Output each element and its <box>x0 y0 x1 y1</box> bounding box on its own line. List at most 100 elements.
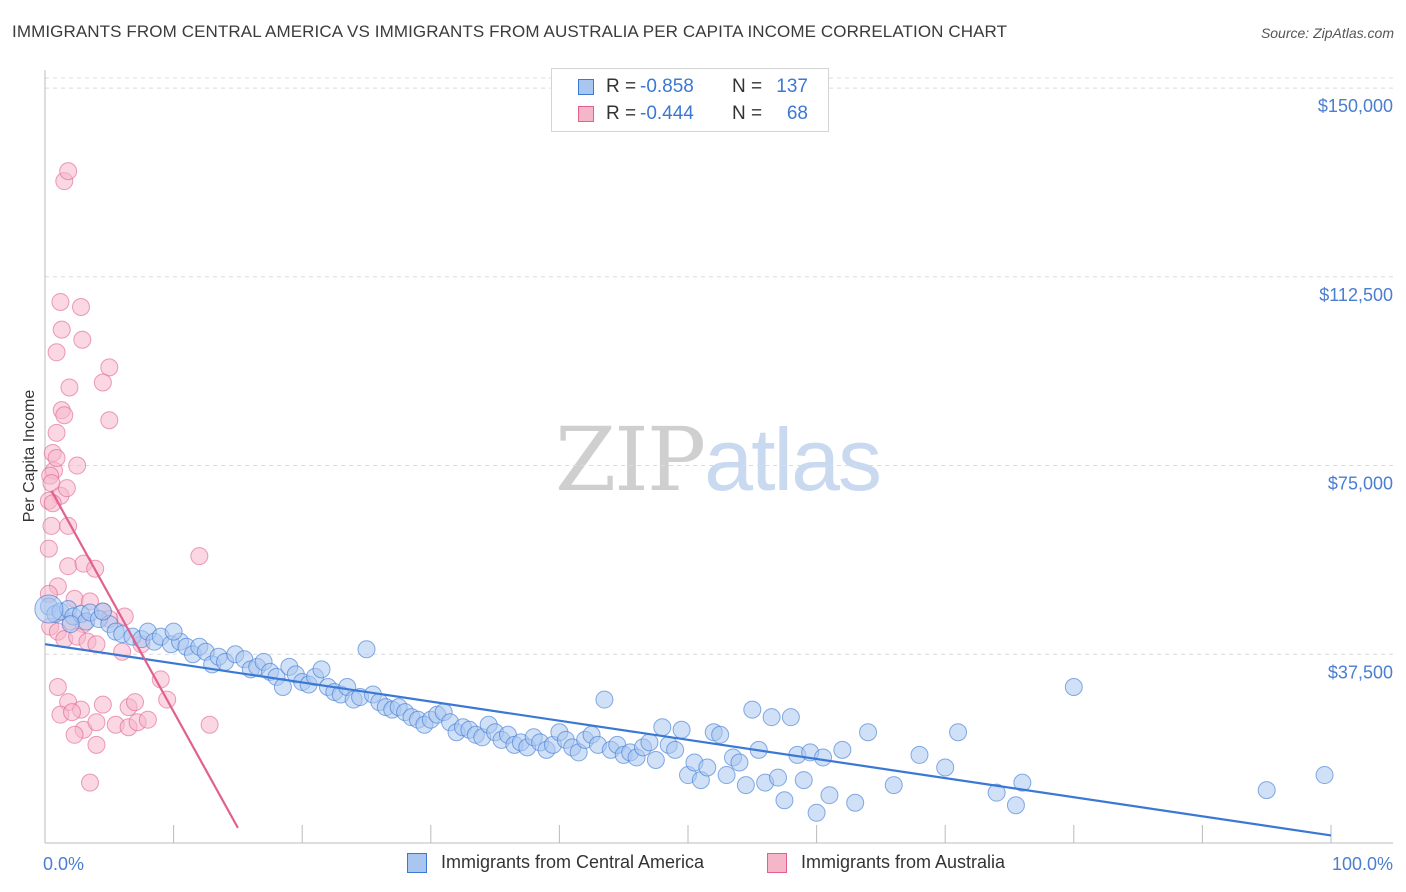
data-point-australia <box>93 695 112 714</box>
stats-legend: R = -0.858 N = 137 R = -0.444 N = 68 <box>551 68 829 132</box>
legend-r-value: -0.444 <box>640 103 694 124</box>
data-point-central-america <box>987 783 1006 802</box>
grid <box>45 77 1393 655</box>
data-point-central-america <box>730 753 749 772</box>
data-point-australia <box>47 423 66 442</box>
x-tick-label-min: 0.0% <box>43 854 84 874</box>
data-point-central-america <box>762 708 781 727</box>
data-point-central-america <box>698 758 717 777</box>
legend-swatch-pink <box>578 106 594 122</box>
data-point-australia <box>138 710 157 729</box>
data-point-australia <box>87 735 106 754</box>
y-tick-label: $37,500 <box>1328 662 1393 682</box>
data-point-australia <box>72 297 91 316</box>
data-point-central-america <box>595 690 614 709</box>
data-point-australia <box>60 378 79 397</box>
data-point-central-america <box>833 740 852 759</box>
legend-n-value: 137 <box>776 76 808 97</box>
bottom-legend-label: Immigrants from Central America <box>441 852 705 872</box>
data-point-central-america <box>910 745 929 764</box>
series-central-america-points <box>34 594 1334 822</box>
data-point-central-america <box>61 615 80 634</box>
data-point-central-america <box>717 766 736 785</box>
data-point-central-america <box>736 776 755 795</box>
data-point-central-america <box>666 740 685 759</box>
data-point-central-america <box>93 602 112 621</box>
data-point-central-america <box>357 640 376 659</box>
data-point-central-america <box>769 768 788 787</box>
data-point-central-america <box>312 660 331 679</box>
data-point-central-america <box>1006 796 1025 815</box>
source-label: Source: ZipAtlas.com <box>1260 25 1394 41</box>
legend-r-value: -0.858 <box>640 76 694 97</box>
data-point-central-america <box>794 771 813 790</box>
data-point-australia <box>48 677 67 696</box>
data-point-central-america-cluster <box>34 594 64 624</box>
x-tick-label-max: 100.0% <box>1332 854 1393 874</box>
data-point-central-america <box>949 723 968 742</box>
watermark: ZIPatlas <box>555 408 882 511</box>
data-point-australia <box>63 703 82 722</box>
legend-row-central-america: R = -0.858 N = 137 <box>578 74 808 100</box>
y-tick-label: $112,500 <box>1319 285 1393 305</box>
legend-n-label: N = <box>732 76 763 97</box>
data-point-central-america <box>884 776 903 795</box>
data-point-central-america <box>1013 773 1032 792</box>
tick-labels: $37,500 $75,000 $112,500 $150,000 0.0% 100.0% <box>43 96 1393 874</box>
data-point-australia <box>68 456 87 475</box>
data-point-australia <box>47 343 66 362</box>
data-point-australia <box>93 373 112 392</box>
legend-swatch-blue <box>578 79 594 95</box>
data-point-central-america <box>646 750 665 769</box>
data-point-central-america <box>936 758 955 777</box>
y-tick-label: $75,000 <box>1328 474 1393 494</box>
bottom-legend-central-america: Immigrants from Central America <box>407 852 704 873</box>
data-point-australia <box>51 292 70 311</box>
data-point-central-america <box>1257 781 1276 800</box>
bottom-legend-swatch-pink <box>767 852 787 873</box>
bottom-legend-label: Immigrants from Australia <box>801 852 1006 872</box>
legend-r-label: R = <box>606 76 637 97</box>
data-point-australia <box>39 539 58 558</box>
data-point-central-america <box>775 791 794 810</box>
data-point-australia <box>52 320 71 339</box>
data-point-australia <box>200 715 219 734</box>
data-point-australia <box>81 773 100 792</box>
data-point-australia <box>100 411 119 430</box>
data-point-central-america <box>653 718 672 737</box>
data-point-central-america <box>672 720 691 739</box>
data-point-central-america <box>640 733 659 752</box>
bottom-legend-australia: Immigrants from Australia <box>767 852 1005 873</box>
data-point-central-america <box>859 723 878 742</box>
data-point-australia <box>190 547 209 566</box>
data-point-central-america <box>711 725 730 744</box>
data-point-central-america <box>1064 677 1083 696</box>
watermark-zip: ZIP <box>555 408 706 511</box>
legend-row-australia: R = -0.444 N = 68 <box>578 101 808 127</box>
data-point-australia <box>87 713 106 732</box>
data-point-australia <box>73 330 92 349</box>
legend-n-label: N = <box>732 103 763 124</box>
data-point-central-america <box>1315 766 1334 785</box>
data-point-australia <box>55 406 74 425</box>
trend-line-central-america <box>44 643 1332 837</box>
data-point-central-america <box>781 708 800 727</box>
data-point-central-america <box>846 793 865 812</box>
data-point-central-america <box>743 700 762 719</box>
legend-n-value: 68 <box>786 103 808 124</box>
y-tick-label: $150,000 <box>1318 96 1393 116</box>
bottom-legend-swatch-blue <box>407 852 427 873</box>
data-point-central-america <box>807 803 826 822</box>
data-point-australia <box>57 479 76 498</box>
data-point-australia <box>65 725 84 744</box>
series-australia-points <box>39 162 219 792</box>
data-point-australia <box>113 642 132 661</box>
data-point-australia <box>126 693 145 712</box>
legend-r-label: R = <box>606 103 637 124</box>
trend-line-australia <box>50 490 239 829</box>
chart-title: IMMIGRANTS FROM CENTRAL AMERICA VS IMMIG… <box>12 22 1008 41</box>
data-point-australia <box>100 358 119 377</box>
trend-lines <box>44 490 1332 837</box>
data-point-australia <box>59 557 78 576</box>
